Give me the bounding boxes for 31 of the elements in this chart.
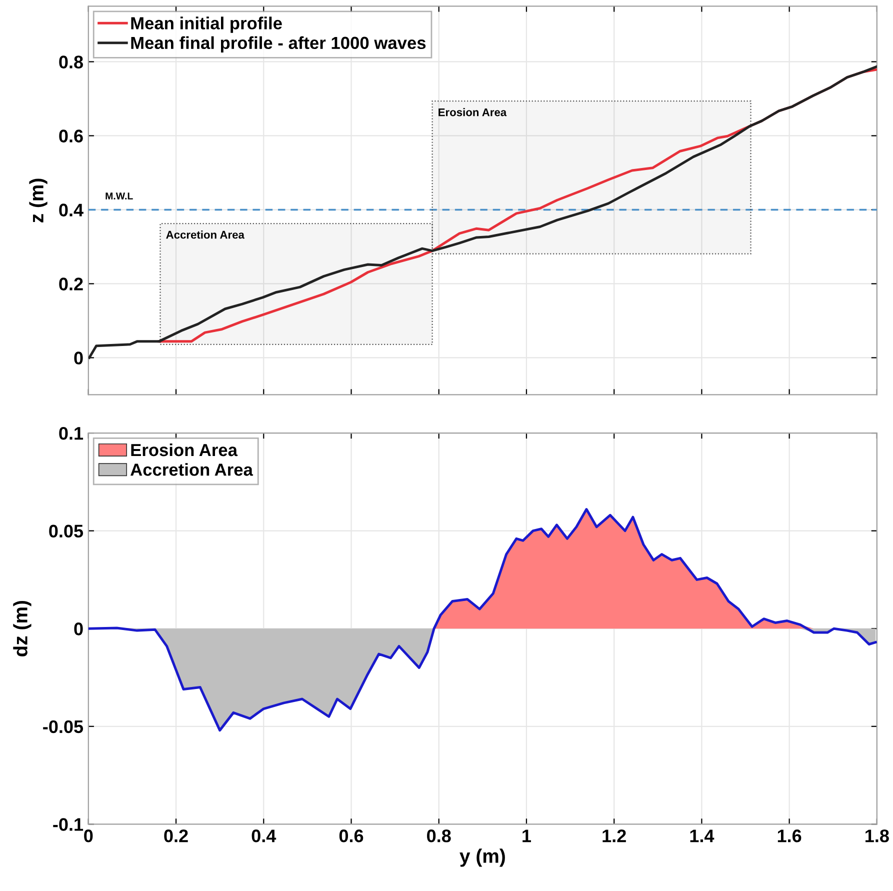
band-label: Erosion Area (438, 108, 507, 116)
y-tick-label: 0.2 (59, 278, 83, 290)
band-label: Accretion Area (166, 230, 244, 239)
y-tick-label: 0.4 (59, 204, 84, 216)
x-tick-label: 0.8 (427, 830, 451, 842)
y-tick-label: 0.6 (59, 130, 83, 142)
legend-label: Erosion Area (131, 443, 238, 456)
x-tick-label: 0.4 (252, 830, 276, 842)
x-axis-title: y (m) (460, 848, 505, 867)
y-tick-label: -0.1 (53, 818, 84, 831)
y-axis-title: dz (m) (13, 600, 32, 656)
legend-label: Mean final profile - after 1000 waves (131, 36, 426, 52)
y-tick-label: 0.05 (49, 524, 84, 538)
x-tick-label: 0.6 (339, 830, 364, 842)
ref-line-label: M.W.L (106, 192, 133, 200)
y-tick-label: -0.05 (43, 720, 84, 734)
legend-label: Mean initial profile (131, 16, 282, 33)
x-tick-label: 1 (522, 830, 531, 842)
x-tick-label: 1.2 (602, 830, 626, 842)
x-tick-label: 0 (84, 830, 93, 842)
y-tick-label: 0.8 (59, 56, 83, 68)
x-tick-label: 1.4 (690, 830, 714, 842)
x-tick-label: 1.8 (866, 830, 889, 842)
x-tick-label: 1.6 (778, 830, 802, 842)
legend-label: Accretion Area (130, 463, 254, 476)
y-tick-label: 0 (74, 622, 83, 636)
y-tick-label: 0 (74, 352, 83, 364)
y-axis-title: z (m) (29, 178, 48, 222)
y-tick-label: 0.1 (59, 426, 84, 440)
x-tick-label: 0.2 (164, 830, 188, 842)
line-series (88, 508, 877, 732)
